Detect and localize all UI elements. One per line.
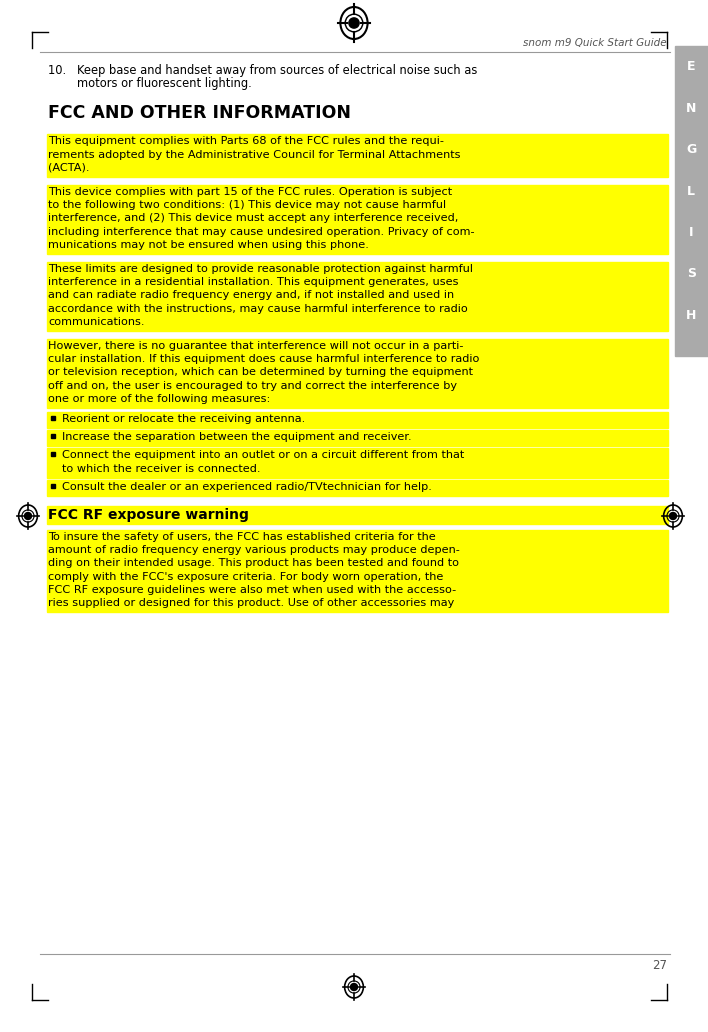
Text: and can radiate radio frequency energy and, if not installed and used in: and can radiate radio frequency energy a…	[48, 290, 454, 300]
Bar	[51, 484, 55, 488]
Text: 10.   Keep base and handset away from sources of electrical noise such as: 10. Keep base and handset away from sour…	[48, 64, 477, 77]
Circle shape	[349, 18, 359, 28]
Bar	[47, 530, 668, 612]
Bar	[47, 480, 668, 496]
Bar	[47, 430, 668, 447]
Text: rements adopted by the Administrative Council for Terminal Attachments: rements adopted by the Administrative Co…	[48, 150, 460, 160]
Bar	[51, 452, 55, 456]
Bar	[47, 448, 668, 478]
Text: E: E	[687, 61, 696, 73]
Text: Reorient or relocate the receiving antenna.: Reorient or relocate the receiving anten…	[62, 414, 305, 424]
Text: or television reception, which can be determined by turning the equipment: or television reception, which can be de…	[48, 367, 473, 378]
Text: interference, and (2) This device must accept any interference received,: interference, and (2) This device must a…	[48, 214, 458, 223]
Text: 27: 27	[652, 959, 667, 972]
Circle shape	[670, 513, 677, 519]
Text: To insure the safety of users, the FCC has established criteria for the: To insure the safety of users, the FCC h…	[48, 533, 435, 542]
Text: snom m9 Quick Start Guide: snom m9 Quick Start Guide	[523, 38, 667, 49]
Bar	[47, 262, 668, 331]
Bar	[51, 416, 55, 420]
Text: comply with the FCC's exposure criteria. For body worn operation, the: comply with the FCC's exposure criteria.…	[48, 572, 443, 582]
Bar	[51, 434, 55, 439]
Text: FCC AND OTHER INFORMATION: FCC AND OTHER INFORMATION	[48, 104, 351, 123]
Text: N: N	[686, 102, 697, 115]
Text: one or more of the following measures:: one or more of the following measures:	[48, 394, 270, 404]
Bar	[47, 338, 668, 408]
Text: Connect the equipment into an outlet or on a circuit different from that: Connect the equipment into an outlet or …	[62, 450, 464, 460]
Text: FCC RF exposure warning: FCC RF exposure warning	[48, 508, 249, 522]
Text: ding on their intended usage. This product has been tested and found to: ding on their intended usage. This produ…	[48, 558, 459, 569]
Text: cular installation. If this equipment does cause harmful interference to radio: cular installation. If this equipment do…	[48, 354, 479, 364]
Text: to the following two conditions: (1) This device may not cause harmful: to the following two conditions: (1) Thi…	[48, 200, 446, 211]
Text: S: S	[687, 267, 696, 281]
Circle shape	[25, 513, 32, 519]
Text: to which the receiver is connected.: to which the receiver is connected.	[62, 463, 261, 474]
Text: interference in a residential installation. This equipment generates, uses: interference in a residential installati…	[48, 278, 459, 287]
Text: I: I	[689, 226, 694, 239]
Text: including interference that may cause undesired operation. Privacy of com-: including interference that may cause un…	[48, 227, 474, 236]
Bar	[47, 185, 668, 254]
Text: G: G	[686, 143, 697, 156]
Circle shape	[350, 983, 358, 991]
Bar	[47, 506, 668, 524]
Text: ries supplied or designed for this product. Use of other accessories may: ries supplied or designed for this produ…	[48, 598, 455, 608]
Text: (ACTA).: (ACTA).	[48, 163, 89, 172]
Text: Increase the separation between the equipment and receiver.: Increase the separation between the equi…	[62, 432, 411, 442]
Text: motors or fluorescent lighting.: motors or fluorescent lighting.	[48, 77, 252, 90]
Text: This device complies with part 15 of the FCC rules. Operation is subject: This device complies with part 15 of the…	[48, 187, 452, 197]
Text: Consult the dealer or an experienced radio/TVtechnician for help.: Consult the dealer or an experienced rad…	[62, 482, 432, 492]
Text: This equipment complies with Parts 68 of the FCC rules and the requi-: This equipment complies with Parts 68 of…	[48, 136, 444, 147]
Text: accordance with the instructions, may cause harmful interference to radio: accordance with the instructions, may ca…	[48, 303, 468, 314]
Text: communications.: communications.	[48, 317, 144, 327]
Text: munications may not be ensured when using this phone.: munications may not be ensured when usin…	[48, 239, 369, 250]
Bar	[675, 46, 708, 356]
Bar	[47, 134, 668, 178]
Text: L: L	[687, 185, 695, 197]
Text: These limits are designed to provide reasonable protection against harmful: These limits are designed to provide rea…	[48, 264, 473, 275]
Bar	[47, 412, 668, 428]
Text: amount of radio frequency energy various products may produce depen-: amount of radio frequency energy various…	[48, 545, 459, 555]
Text: off and on, the user is encouraged to try and correct the interference by: off and on, the user is encouraged to tr…	[48, 381, 457, 390]
Text: H: H	[686, 309, 697, 322]
Text: However, there is no guarantee that interference will not occur in a parti-: However, there is no guarantee that inte…	[48, 341, 463, 351]
Text: FCC RF exposure guidelines were also met when used with the accesso-: FCC RF exposure guidelines were also met…	[48, 585, 456, 594]
